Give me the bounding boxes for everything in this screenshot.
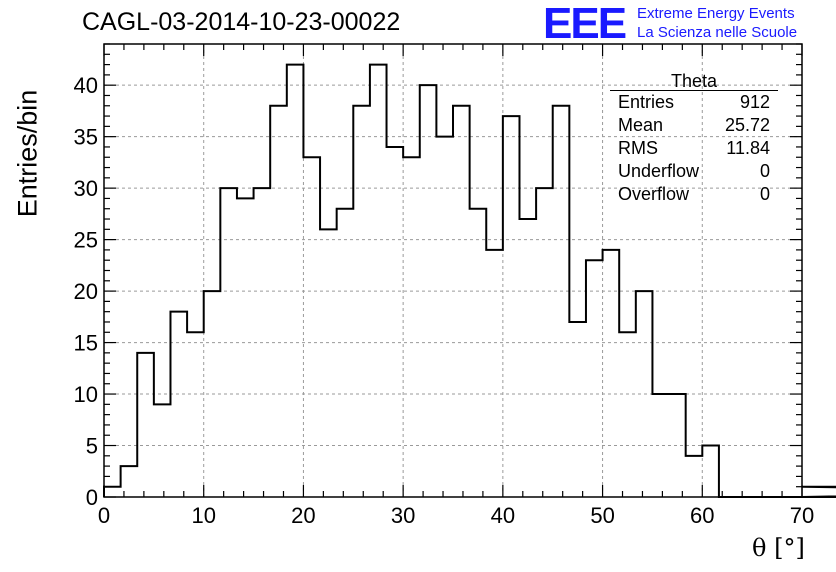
logo-line-2: La Scienza nelle Scuole <box>637 24 798 41</box>
stats-label: Overflow <box>618 184 690 204</box>
x-tick-label: 40 <box>491 503 515 528</box>
stats-label: Entries <box>618 92 675 112</box>
x-tick-label: 50 <box>590 503 614 528</box>
x-tick-label: 20 <box>291 503 315 528</box>
stats-box: Theta Entries 912 Mean 25.72 RMS 11.84 Unde… <box>610 70 778 206</box>
stats-value: 11.84 <box>726 138 770 158</box>
y-tick-label: 15 <box>74 331 98 356</box>
y-tick-label: 0 <box>86 485 98 510</box>
y-tick-label: 25 <box>74 228 98 253</box>
y-tick-label: 5 <box>86 434 98 459</box>
stats-value: 25.72 <box>724 115 770 135</box>
stats-row: Mean 25.72 <box>610 114 778 137</box>
y-tick-label: 20 <box>74 279 98 304</box>
stats-row: Underflow 0 <box>610 160 778 183</box>
x-axis-label: θ [°] <box>752 534 805 562</box>
x-tick-label: 60 <box>690 503 714 528</box>
stats-row: RMS 11.84 <box>610 137 778 160</box>
logo-caption: Extreme Energy Events La Scienza nelle S… <box>637 4 797 42</box>
stats-title: Theta <box>610 70 778 91</box>
y-tick-label: 30 <box>74 176 98 201</box>
stats-label: Mean <box>618 115 664 135</box>
y-tick-label: 35 <box>74 125 98 150</box>
y-tick-label: 10 <box>74 382 98 407</box>
y-tick-label: 40 <box>74 73 98 98</box>
stats-row: Entries 912 <box>610 91 778 114</box>
stats-row: Overflow 0 <box>610 183 778 206</box>
stats-label: RMS <box>618 138 658 158</box>
chart-title: CAGL-03-2014-10-23-00022 <box>82 8 401 36</box>
stats-value: 912 <box>739 92 770 112</box>
stats-label: Underflow <box>618 161 700 181</box>
eee-logo: EEE <box>543 0 627 48</box>
stats-value: 0 <box>759 184 770 204</box>
x-tick-label: 10 <box>191 503 215 528</box>
logo-line-1: Extreme Energy Events <box>637 5 795 22</box>
stats-value: 0 <box>759 161 770 181</box>
x-tick-label: 0 <box>98 503 110 528</box>
x-tick-label: 70 <box>790 503 814 528</box>
x-tick-label: 30 <box>391 503 415 528</box>
